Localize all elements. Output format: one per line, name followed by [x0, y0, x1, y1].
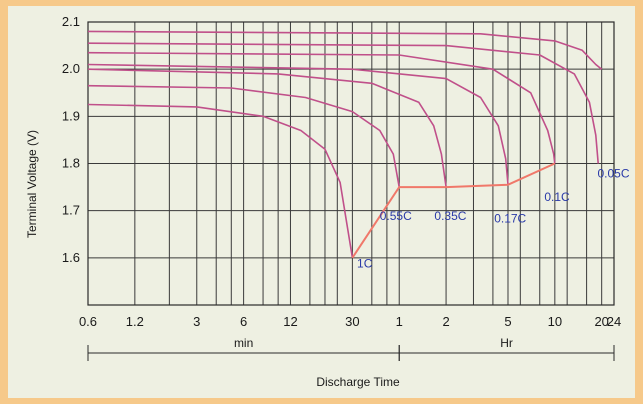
x-tick-label: 3: [193, 314, 200, 329]
y-axis-ticks: 1.6 1.7 1.8 1.9 2.0 2.1: [62, 14, 80, 265]
y-tick-label: 1.9: [62, 108, 80, 123]
series-line-0.35C: [87, 68, 447, 188]
y-tick-label: 2.0: [62, 61, 80, 76]
y-tick-label: 1.7: [62, 203, 80, 218]
rate-label: 0.05C: [598, 167, 630, 181]
x-tick-label: 30: [345, 314, 359, 329]
y-tick-label: 1.8: [62, 156, 80, 171]
x-tick-label: 1: [396, 314, 403, 329]
x-tick-label: 5: [504, 314, 511, 329]
rate-label: 1C: [357, 256, 373, 270]
series-line-1C: [87, 103, 354, 258]
x-tick-label: 20: [594, 314, 608, 329]
plot-border-rect: [87, 21, 615, 306]
x-tick-label: 6: [240, 314, 247, 329]
y-tick-label: 2.1: [62, 14, 80, 29]
rate-annotations: 1C 0.55C 0.35C 0.17C 0.1C 0.05C: [357, 167, 630, 271]
x-group-brackets: min Hr: [87, 336, 615, 361]
series-line-0.55C: [87, 84, 400, 188]
end-voltage-group: [351, 162, 556, 259]
rate-label: 0.35C: [434, 209, 466, 223]
x-tick-label: 24: [607, 314, 621, 329]
series-line-top: [87, 30, 603, 70]
end-voltage-line: [351, 162, 556, 259]
group-label: Hr: [500, 336, 513, 350]
x-tick-label: 2: [442, 314, 449, 329]
grid-lines: [87, 21, 615, 305]
series-group: [87, 30, 603, 258]
y-tick-label: 1.6: [62, 250, 80, 265]
series-line-0.05C: [87, 42, 599, 164]
series-line-0.17C: [87, 63, 509, 185]
x-tick-label: 12: [283, 314, 297, 329]
rate-label: 0.1C: [544, 190, 570, 204]
rate-label: 0.55C: [380, 209, 412, 223]
chart-panel: [8, 6, 635, 398]
group-label: min: [234, 336, 253, 350]
rate-label: 0.17C: [494, 211, 526, 225]
x-tick-label: 1.2: [126, 314, 144, 329]
plot-border: [87, 21, 615, 306]
series-line-0.1C: [87, 51, 556, 164]
y-axis-label: Terminal Voltage (V): [25, 130, 39, 238]
x-tick-label: 10: [548, 314, 562, 329]
x-tick-label: 0.6: [79, 314, 97, 329]
x-axis-label: Discharge Time: [316, 375, 400, 389]
